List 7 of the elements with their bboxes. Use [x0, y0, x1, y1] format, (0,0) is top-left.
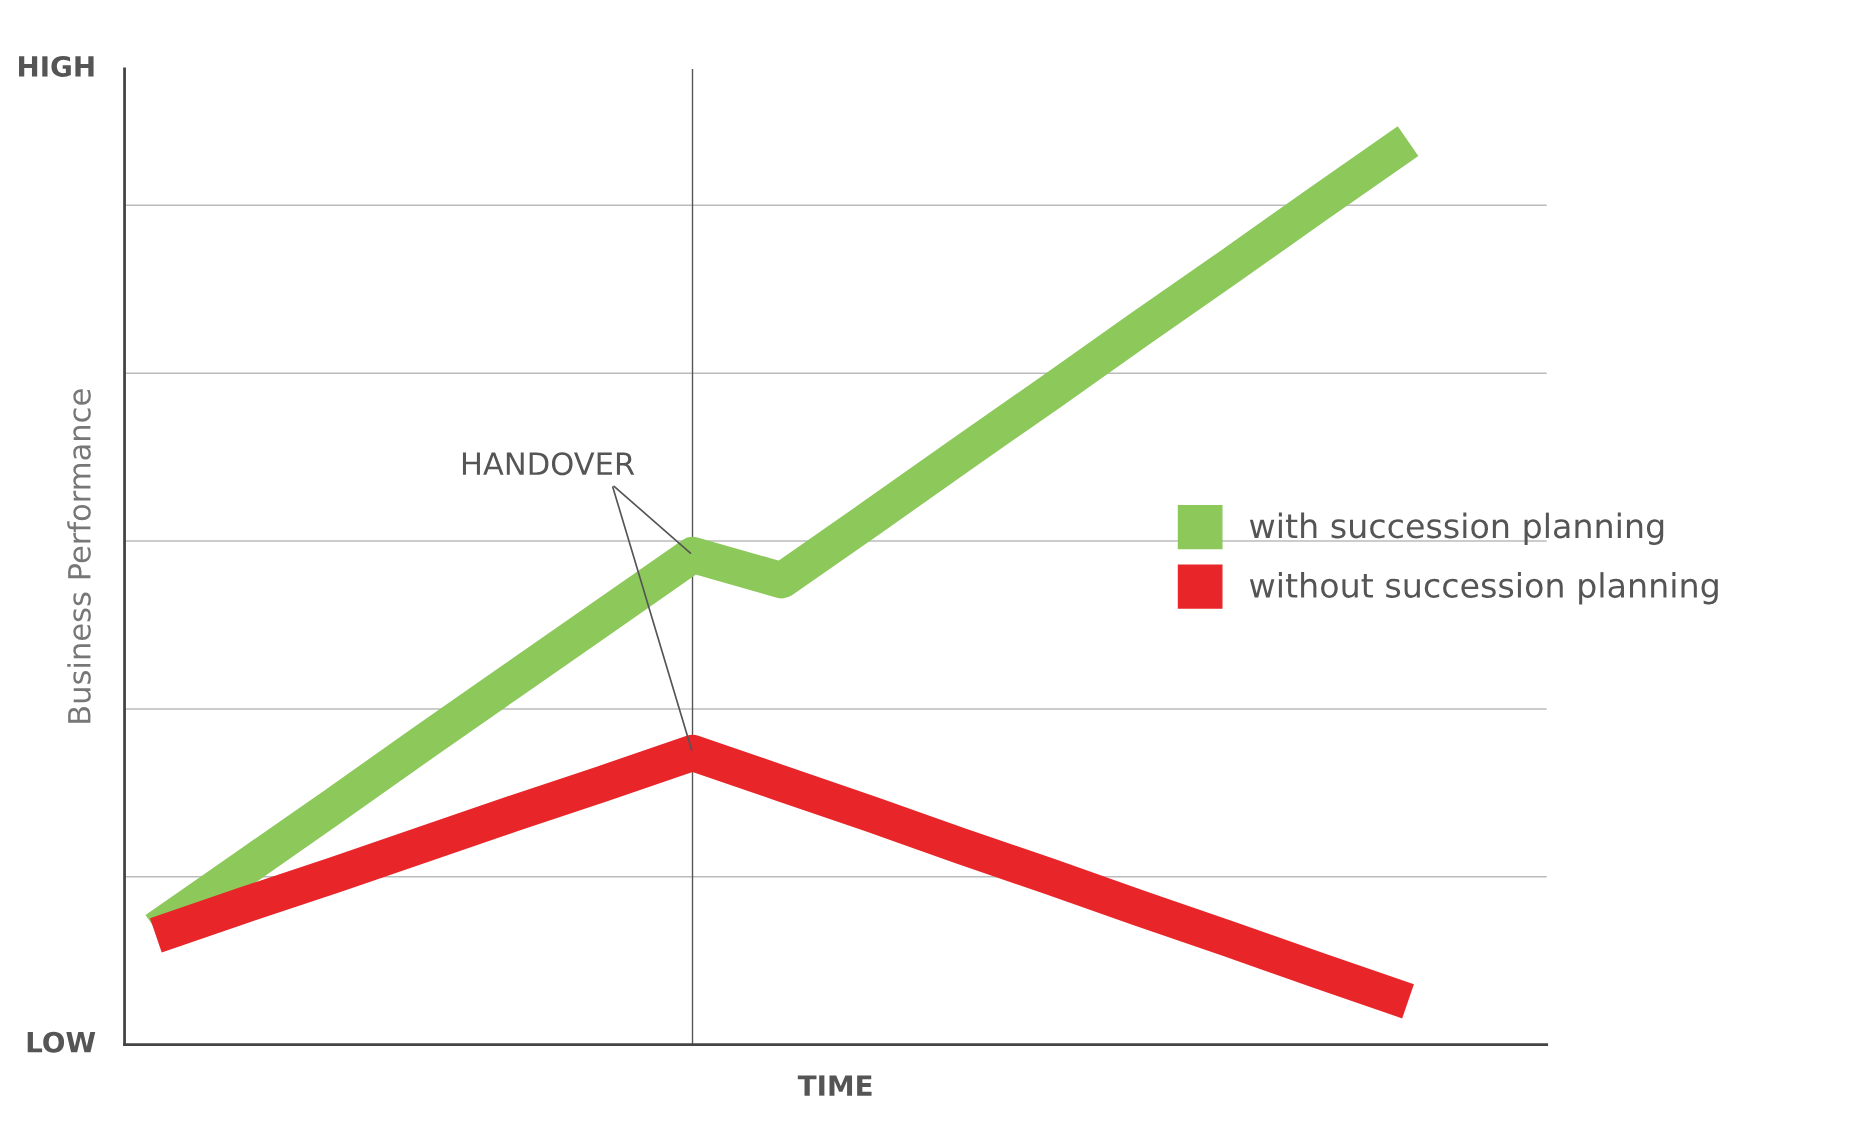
x-axis-title: TIME — [797, 1075, 872, 1096]
text: HIGH — [19, 55, 94, 77]
y-axis-title: Business Performance — [67, 389, 91, 723]
annotation: HANDOVER — [462, 452, 635, 476]
legend-label: with succession planning — [1249, 512, 1664, 545]
legend-label: without succession planning — [1249, 572, 1718, 605]
text: LOW — [27, 1031, 96, 1053]
